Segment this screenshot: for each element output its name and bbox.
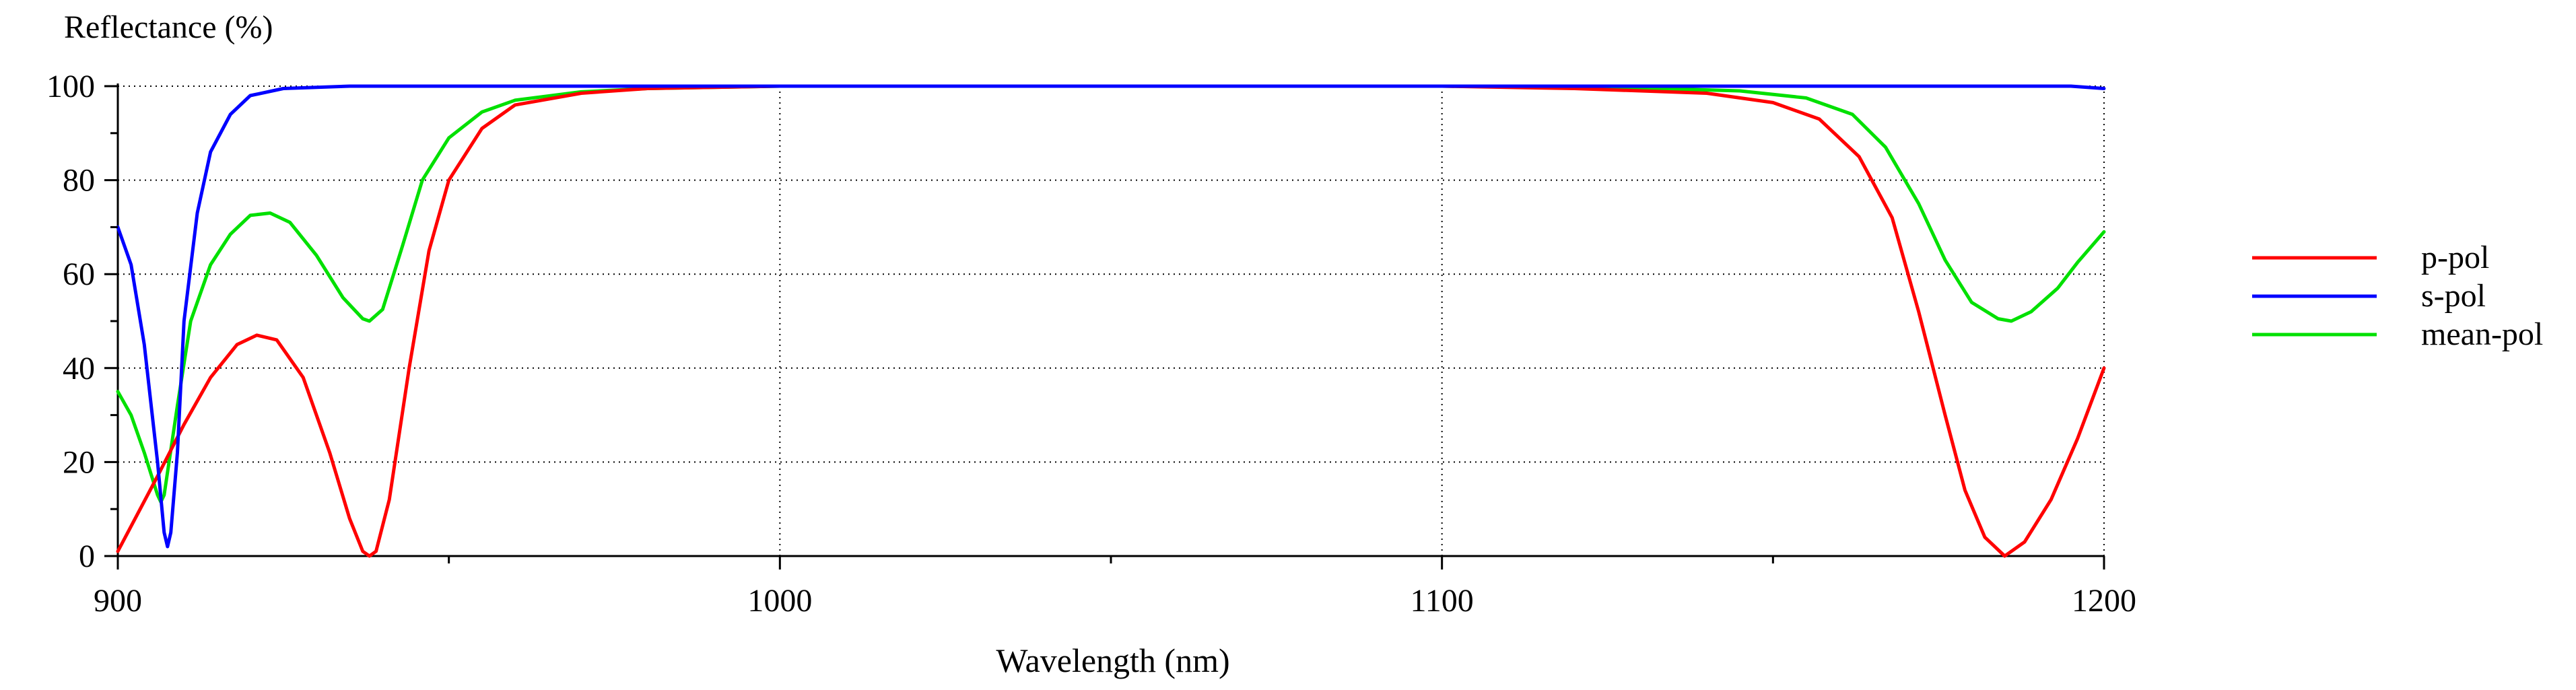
series-line-p-pol xyxy=(116,84,2106,558)
legend-label-mean-pol: mean-pol xyxy=(2421,316,2543,352)
y-axis-label: Reflectance (%) xyxy=(64,9,273,45)
legend-label-s-pol: s-pol xyxy=(2421,278,2486,314)
ticks-layer: 0 20 40 60 80 100 900 1000 1100 1200 xyxy=(46,69,2136,619)
y-tick-label: 0 xyxy=(79,539,95,574)
y-tick-label: 20 xyxy=(63,444,95,480)
series-layer xyxy=(116,84,2106,558)
y-tick-label: 100 xyxy=(46,69,95,104)
x-axis-label: Wavelength (nm) xyxy=(996,642,1229,679)
series-line-mean-pol xyxy=(116,84,2106,504)
series-line-s-pol xyxy=(116,84,2106,549)
y-tick-label: 80 xyxy=(63,163,95,199)
x-tick-label: 900 xyxy=(94,583,142,619)
y-tick-label: 40 xyxy=(63,351,95,386)
y-tick-label: 60 xyxy=(63,256,95,292)
legend-label-p-pol: p-pol xyxy=(2421,240,2489,275)
x-tick-label: 1000 xyxy=(747,583,812,619)
x-tick-label: 1100 xyxy=(1411,583,1474,619)
x-tick-label: 1200 xyxy=(2072,583,2136,619)
